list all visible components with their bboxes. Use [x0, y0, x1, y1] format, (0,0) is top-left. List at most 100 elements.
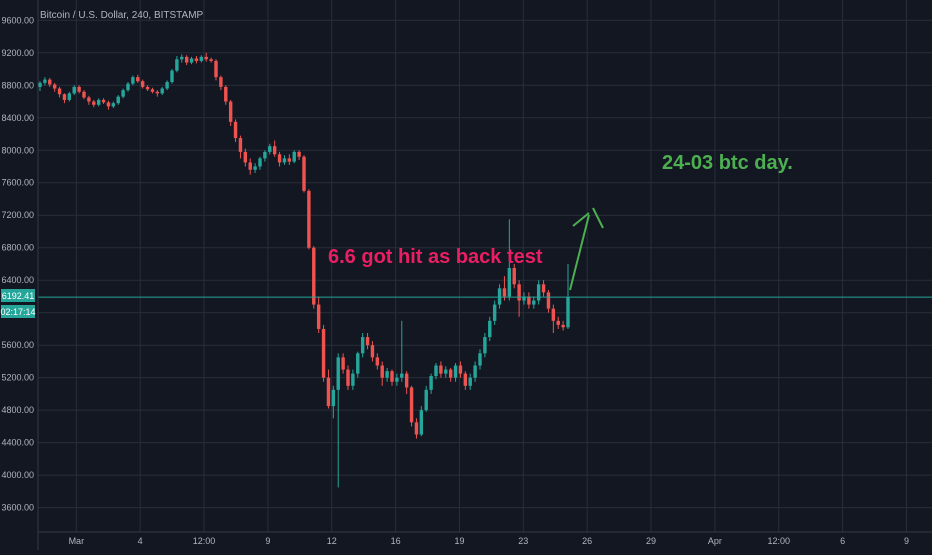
candle[interactable] [150, 87, 155, 94]
candle[interactable] [351, 369, 355, 390]
candle[interactable] [453, 363, 458, 382]
candle[interactable] [145, 85, 150, 91]
candle[interactable] [356, 351, 360, 378]
candle[interactable] [175, 56, 179, 73]
candle[interactable] [419, 406, 424, 437]
candle[interactable] [72, 85, 76, 96]
candle[interactable] [121, 88, 125, 99]
candle[interactable] [336, 353, 340, 488]
candle[interactable] [375, 353, 380, 370]
candle[interactable] [517, 280, 521, 317]
candle[interactable] [170, 69, 174, 84]
candle[interactable] [184, 55, 189, 65]
candle[interactable] [321, 324, 326, 382]
candle[interactable] [302, 155, 306, 193]
candle[interactable] [219, 75, 223, 91]
candle[interactable] [272, 140, 277, 157]
candle[interactable] [385, 367, 389, 382]
candle[interactable] [400, 320, 404, 382]
candle[interactable] [468, 373, 472, 390]
candle[interactable] [77, 85, 81, 94]
candle[interactable] [478, 349, 482, 370]
candle[interactable] [136, 74, 140, 83]
candle[interactable] [365, 333, 370, 350]
candle[interactable] [492, 300, 497, 325]
candle[interactable] [326, 369, 331, 409]
candle[interactable] [160, 86, 164, 96]
candle[interactable] [38, 81, 42, 91]
candle[interactable] [414, 418, 419, 439]
candle[interactable] [566, 263, 570, 329]
candle[interactable] [429, 373, 433, 394]
candle[interactable] [473, 361, 477, 382]
candle[interactable] [390, 369, 394, 386]
candle[interactable] [532, 296, 536, 309]
candle[interactable] [248, 158, 252, 175]
candle[interactable] [395, 373, 399, 386]
candle[interactable] [214, 59, 218, 81]
candle[interactable] [52, 82, 57, 92]
candle[interactable] [209, 57, 213, 63]
candle[interactable] [341, 353, 345, 374]
candle[interactable] [233, 119, 238, 143]
candle[interactable] [277, 151, 282, 167]
candle[interactable] [96, 98, 101, 107]
candle[interactable] [448, 367, 453, 382]
candle[interactable] [292, 150, 296, 164]
candle[interactable] [536, 280, 541, 305]
candle[interactable] [507, 219, 512, 301]
candle[interactable] [106, 100, 111, 110]
candle[interactable] [62, 93, 67, 104]
candle[interactable] [131, 75, 135, 86]
candle[interactable] [101, 98, 106, 104]
candle[interactable] [263, 150, 267, 162]
candle[interactable] [111, 101, 116, 109]
candle[interactable] [43, 77, 47, 86]
candle[interactable] [551, 304, 556, 334]
candle[interactable] [512, 263, 516, 289]
candle[interactable] [126, 82, 130, 92]
candle[interactable] [116, 95, 120, 105]
candle[interactable] [546, 289, 551, 313]
candle[interactable] [268, 143, 272, 155]
candle[interactable] [307, 189, 311, 250]
candle[interactable] [434, 363, 438, 380]
candle[interactable] [360, 333, 365, 358]
candle[interactable] [561, 320, 565, 331]
candle[interactable] [204, 52, 208, 62]
candle[interactable] [497, 284, 502, 309]
candle[interactable] [556, 316, 560, 329]
candle[interactable] [243, 148, 248, 167]
candle[interactable] [380, 361, 384, 386]
candle[interactable] [522, 292, 526, 305]
candle[interactable] [463, 371, 468, 390]
candle[interactable] [297, 150, 301, 161]
candle[interactable] [199, 55, 204, 63]
candle[interactable] [140, 79, 145, 89]
candle[interactable] [483, 333, 487, 358]
candle[interactable] [57, 86, 62, 98]
candle[interactable] [165, 80, 169, 91]
candle[interactable] [346, 365, 350, 390]
candle[interactable] [67, 91, 72, 102]
candle[interactable] [409, 385, 414, 427]
candle[interactable] [312, 246, 316, 309]
candle[interactable] [370, 341, 375, 362]
candle[interactable] [238, 135, 243, 159]
candle[interactable] [404, 371, 409, 394]
candle[interactable] [527, 292, 531, 309]
candle[interactable] [458, 361, 463, 378]
candle[interactable] [258, 156, 262, 170]
candle[interactable] [444, 366, 448, 378]
candle[interactable] [228, 99, 233, 126]
candle[interactable] [82, 90, 86, 100]
candle[interactable] [424, 385, 428, 412]
candle[interactable] [253, 163, 257, 174]
candle[interactable] [502, 276, 507, 301]
candle[interactable] [287, 154, 292, 165]
candle[interactable] [541, 280, 546, 297]
candle[interactable] [488, 316, 492, 342]
candle[interactable] [92, 99, 96, 108]
